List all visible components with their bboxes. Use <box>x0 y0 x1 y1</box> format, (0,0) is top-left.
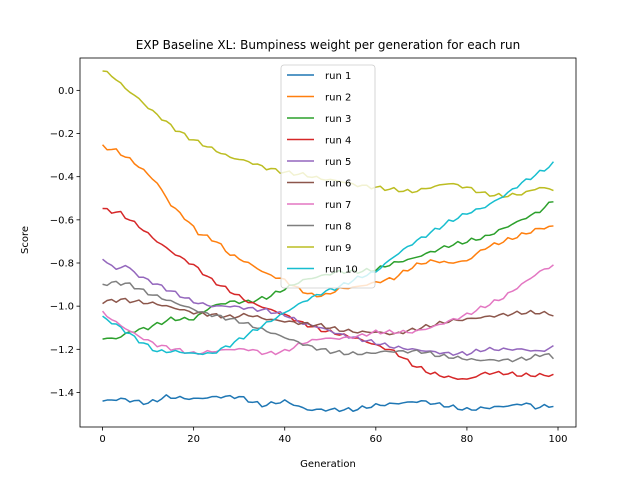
series-line-run-1 <box>102 394 554 413</box>
y-tick-label: −1.4 <box>50 388 74 399</box>
series-line-run-5 <box>102 258 554 356</box>
series-line-run-4 <box>102 207 554 380</box>
series-line-run-10 <box>102 161 555 356</box>
y-tick-label: −0.2 <box>50 129 74 140</box>
series-line-run-6 <box>102 297 554 336</box>
series-line-run-8 <box>102 280 555 363</box>
legend-label: run 9 <box>325 243 351 254</box>
x-tick-label: 80 <box>461 434 474 445</box>
plot-frame <box>79 57 577 428</box>
x-tick-label: 0 <box>99 434 105 445</box>
legend-label: run 7 <box>325 200 351 211</box>
legend-box <box>280 64 376 289</box>
series-line-run-2 <box>101 144 554 298</box>
chart-title: EXP Baseline XL: Bumpiness weight per ge… <box>136 38 520 52</box>
series-line-run-7 <box>101 264 554 356</box>
y-tick-label: −1.2 <box>50 345 74 356</box>
legend-label: run 5 <box>325 157 351 168</box>
legend-label: run 10 <box>325 265 358 276</box>
legend-label: run 4 <box>325 136 351 147</box>
x-axis-label: Generation <box>300 459 356 470</box>
legend-label: run 6 <box>325 179 351 190</box>
axes-layer: 0 20 40 60 80 100 −1.4 −1.2 −1.0 −0.8 −0.6 −0.4 −0.2… <box>50 57 577 445</box>
legend: run 1 run 2 run 3 run 4 run 5 run 6 run 7 run 8… <box>280 64 376 289</box>
legend-label: run 2 <box>325 93 351 104</box>
x-tick-label: 40 <box>278 434 291 445</box>
y-tick-label: −1.0 <box>50 302 74 313</box>
x-tick-label: 60 <box>369 434 382 445</box>
legend-label: run 1 <box>325 71 351 82</box>
y-tick-label: 0.0 <box>58 86 74 97</box>
legend-label: run 8 <box>325 222 351 233</box>
y-tick-label: −0.4 <box>50 172 74 183</box>
x-tick-label: 20 <box>187 434 200 445</box>
y-tick-label: −0.8 <box>50 259 74 270</box>
y-axis-label: Score <box>20 226 31 254</box>
legend-label: run 3 <box>325 114 351 125</box>
y-tick-label: −0.6 <box>50 215 74 226</box>
x-tick-label: 100 <box>548 434 567 445</box>
